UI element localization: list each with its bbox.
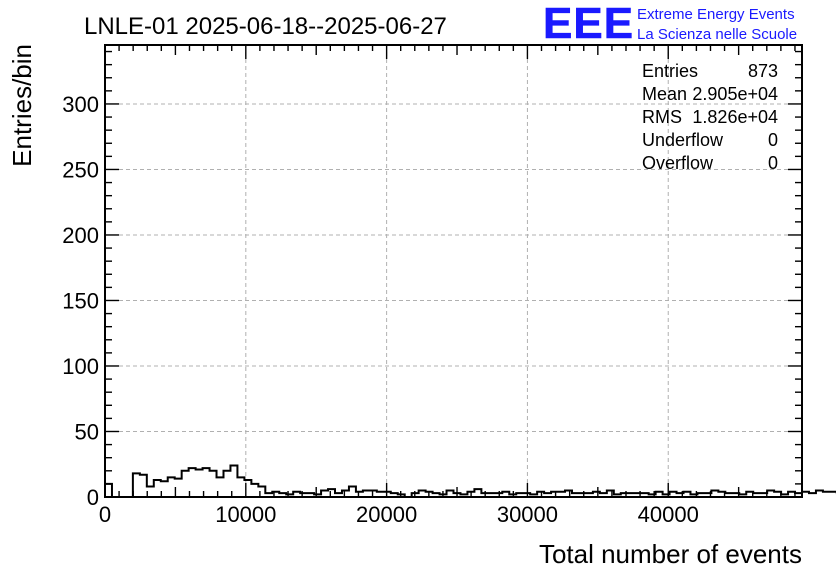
stats-value: 873 [748,61,778,81]
stats-label: RMS [642,107,682,127]
stats-label: Mean [642,84,687,104]
x-tick-labels: 0 10000 20000 30000 40000 [99,502,699,527]
grid-lines [105,45,802,497]
y-tick-label: 50 [75,419,99,444]
stats-value: 0 [768,130,778,150]
axes [104,44,803,498]
histogram-line [104,464,836,498]
y-tick-label: 250 [62,157,99,182]
x-tick-label: 30000 [497,502,558,527]
eee-logo-mark: EEE [543,0,634,48]
y-tick-label: 100 [62,354,99,379]
plot-frame [104,44,803,498]
x-tick-label: 0 [99,502,111,527]
stats-box: Entries 873 Mean 2.905e+04 RMS 1.826e+04 Under… [642,61,778,173]
stats-value: 2.905e+04 [692,84,778,104]
x-tick-label: 40000 [638,502,699,527]
stats-label: Underflow [642,130,724,150]
y-tick-labels: 0 50 100 150 200 250 300 [62,92,99,510]
x-tick-label: 10000 [215,502,276,527]
y-tick-label: 150 [62,288,99,313]
eee-logo: EEE Extreme Energy Events La Scienza nel… [543,0,797,48]
stats-label: Entries [642,61,698,81]
chart-title: LNLE-01 2025-06-18--2025-06-27 [84,13,447,40]
stats-value: 0 [768,153,778,173]
stats-label: Overflow [642,153,714,173]
y-tick-label: 0 [87,485,99,510]
y-tick-label: 300 [62,92,99,117]
stats-value: 1.826e+04 [692,107,778,127]
eee-logo-line2: La Scienza nelle Scuole [637,26,797,43]
x-axis-label: Total number of events [539,539,802,569]
y-axis-label: Entries/bin [7,44,37,167]
x-tick-label: 20000 [356,502,417,527]
eee-logo-line1: Extreme Energy Events [637,6,795,23]
y-tick-label: 200 [62,223,99,248]
